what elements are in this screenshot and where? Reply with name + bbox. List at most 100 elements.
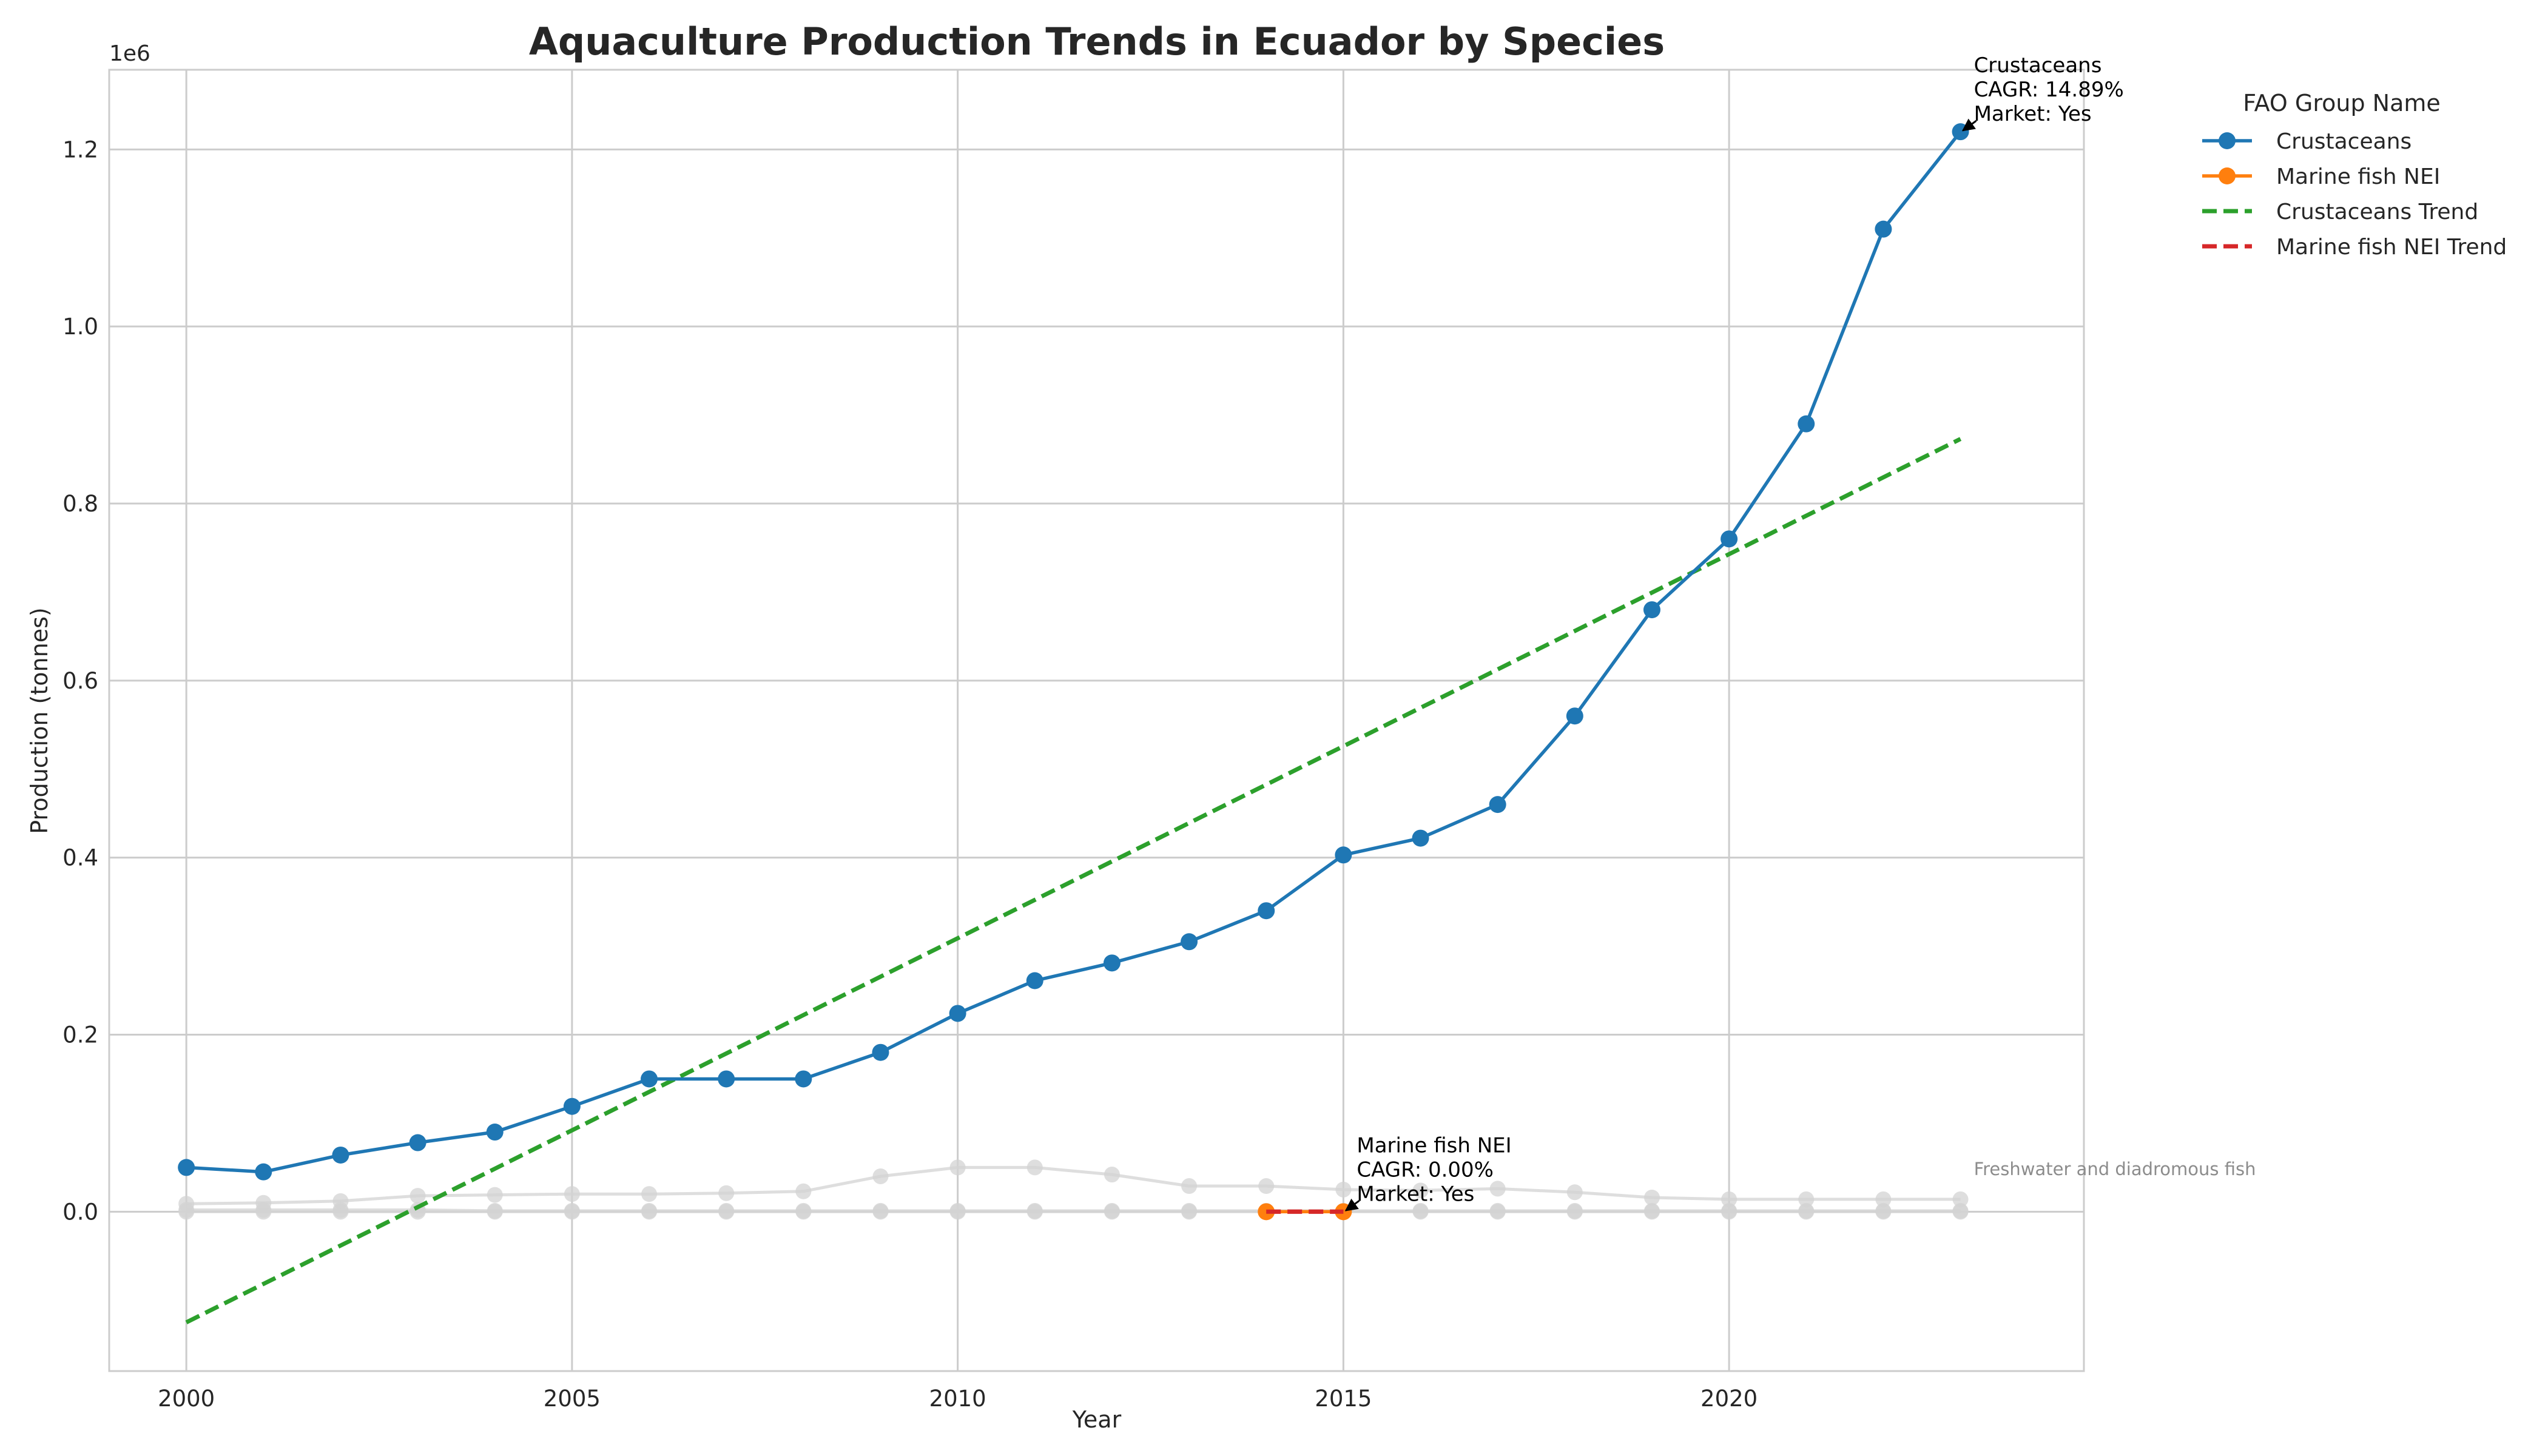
crustaceans-point <box>332 1146 349 1164</box>
background-series-line <box>186 1165 1961 1205</box>
crustaceans-point <box>1798 415 1815 433</box>
legend-marker <box>2219 132 2236 149</box>
background-series-point <box>1335 1181 1352 1198</box>
background-series-point <box>949 1204 966 1220</box>
background-series-point <box>1875 1204 1892 1220</box>
background-series-label: Freshwater and diadromous fish <box>1974 1159 2256 1179</box>
legend: FAO Group Name Crustaceans Marine fish NE… <box>2202 90 2507 260</box>
crustaceans-point <box>1335 846 1352 864</box>
background-series-point <box>1643 1204 1660 1220</box>
background-series-point <box>487 1187 503 1203</box>
x-tick-label: 2000 <box>158 1386 215 1412</box>
y-axis: 0.0 0.2 0.4 0.6 0.8 1.0 1.2 <box>62 136 98 1225</box>
background-series-point <box>1798 1204 1815 1220</box>
background-series-point <box>641 1186 658 1202</box>
background-series-point <box>1181 1204 1198 1220</box>
legend-title: FAO Group Name <box>2243 90 2441 116</box>
y-tick-label: 1.0 <box>62 314 98 340</box>
crustaceans-point <box>563 1097 581 1115</box>
background-series-point <box>1875 1191 1892 1207</box>
crustaceans-point <box>1875 220 1892 238</box>
crustaceans-trend-line <box>185 437 1962 1324</box>
y-axis-scale-label: 1e6 <box>109 41 150 66</box>
y-tick-label: 0.4 <box>62 845 98 871</box>
background-series-point <box>1952 1204 1969 1220</box>
crustaceans-point <box>872 1043 889 1061</box>
background-series-point <box>949 1159 966 1176</box>
x-axis: 2000 2005 2010 2015 2020 <box>158 1386 1758 1412</box>
main-series <box>178 123 1969 1221</box>
legend-label: Marine fish NEI <box>2276 164 2440 189</box>
background-series-point <box>410 1188 426 1204</box>
crustaceans-point <box>1489 796 1506 814</box>
crustaceans-point <box>1103 954 1121 972</box>
legend-label: Crustaceans <box>2276 129 2412 154</box>
background-series-point <box>1566 1204 1583 1220</box>
background-series-point <box>872 1168 889 1184</box>
background-series-point <box>410 1204 426 1220</box>
background-series-point <box>641 1204 658 1220</box>
background-series-point <box>1798 1191 1815 1207</box>
crustaceans-point <box>1026 972 1043 989</box>
crustaceans-point <box>178 1159 195 1176</box>
background-series-point <box>255 1204 272 1220</box>
background-series-point <box>487 1204 503 1220</box>
chart-title: Aquaculture Production Trends in Ecuador… <box>529 19 1665 64</box>
y-tick-label: 1.2 <box>62 136 98 163</box>
background-series-point <box>1412 1182 1429 1199</box>
plot-background <box>109 70 2084 1371</box>
legend-label: Crustaceans Trend <box>2276 200 2478 224</box>
background-series-point <box>1721 1204 1737 1220</box>
crustaceans-point <box>949 1005 966 1022</box>
background-series-point <box>332 1204 349 1220</box>
background-series-point <box>1952 1191 1969 1207</box>
y-axis-label: Production (tonnes) <box>26 607 53 834</box>
crustaceans-annotation: Crustaceans CAGR: 14.89% Market: Yes <box>1974 53 2124 126</box>
legend-item-crustaceans: Crustaceans <box>2202 129 2412 154</box>
background-series-point <box>795 1204 812 1220</box>
x-tick-label: 2015 <box>1315 1386 1372 1412</box>
crustaceans-point <box>718 1070 735 1088</box>
background-series-point <box>718 1204 735 1220</box>
background-series-point <box>1104 1204 1120 1220</box>
background-series-point <box>795 1183 812 1199</box>
background-series-point <box>1566 1184 1583 1201</box>
crustaceans-point <box>255 1163 272 1181</box>
legend-item-marine-fish-nei-trend: Marine fish NEI Trend <box>2202 235 2507 260</box>
background-series-point <box>1643 1190 1660 1205</box>
crustaceans-point <box>1721 530 1738 548</box>
crustaceans-point <box>795 1070 812 1088</box>
crustaceans-point <box>1643 601 1660 619</box>
crustaceans-point <box>1258 902 1275 920</box>
crustaceans-point <box>1412 829 1429 847</box>
y-tick-label: 0.8 <box>62 491 98 517</box>
x-axis-label: Year <box>1072 1406 1122 1433</box>
y-tick-label: 0.0 <box>62 1199 98 1225</box>
x-tick-label: 2010 <box>929 1386 986 1412</box>
crustaceans-point <box>641 1070 658 1088</box>
background-series-point <box>564 1204 580 1220</box>
background-series-point <box>1181 1178 1198 1195</box>
background-series-point <box>1026 1159 1043 1176</box>
background-series-point <box>1489 1181 1506 1197</box>
plot-frame <box>108 69 2085 1372</box>
background-series-point <box>1026 1204 1043 1220</box>
legend-label: Marine fish NEI Trend <box>2276 235 2507 260</box>
background-series-point <box>1489 1204 1506 1220</box>
x-tick-label: 2020 <box>1700 1386 1758 1412</box>
background-series-point <box>1721 1191 1737 1207</box>
y-tick-label: 0.6 <box>62 668 98 694</box>
crustaceans-point <box>1566 707 1583 725</box>
background-series-point <box>872 1204 889 1220</box>
plot-area <box>108 69 2085 1372</box>
annotations: Crustaceans CAGR: 14.89% Market: Yes Marine… <box>1344 53 2256 1212</box>
background-series-point <box>1258 1178 1275 1195</box>
legend-item-crustaceans-trend: Crustaceans Trend <box>2202 200 2478 224</box>
legend-marker <box>2219 167 2236 184</box>
background-series-point <box>564 1186 580 1202</box>
crustaceans-point <box>486 1124 504 1141</box>
marine-fish-nei-annotation-arrow <box>1344 1198 1360 1212</box>
background-series-point <box>1104 1167 1120 1183</box>
background-series-point <box>718 1185 735 1201</box>
